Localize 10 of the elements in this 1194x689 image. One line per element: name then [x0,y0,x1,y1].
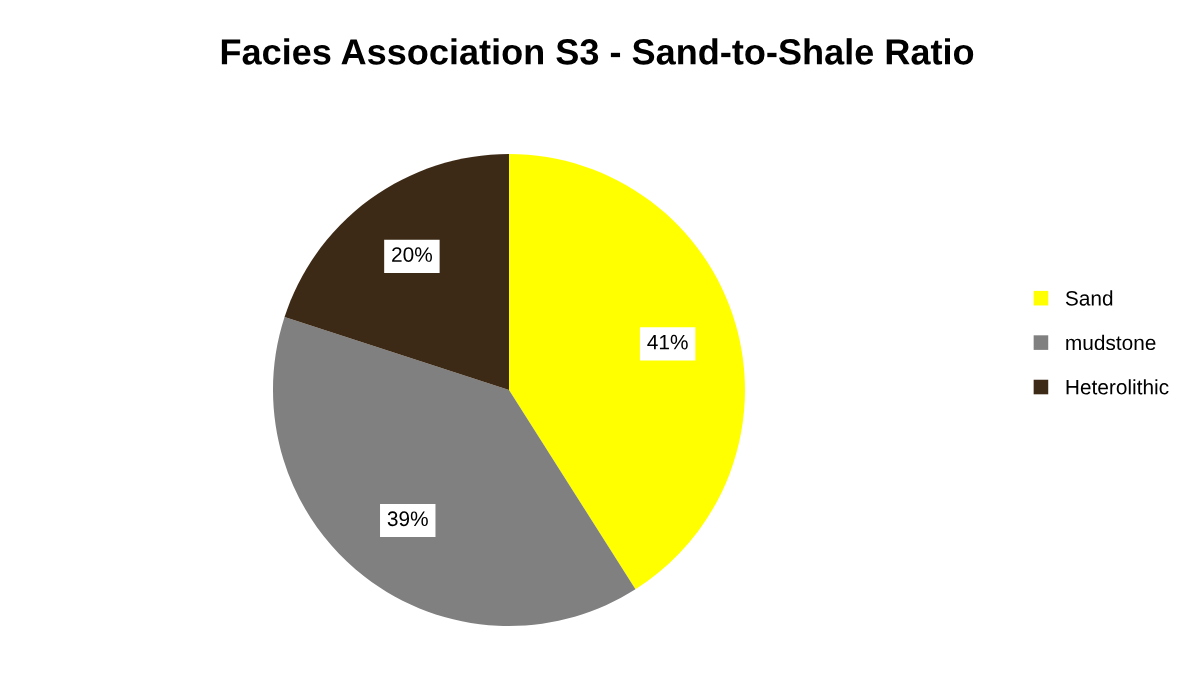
chart-title: Facies Association S3 - Sand-to-Shale Ratio [221,38,974,65]
pie-slice [273,317,636,626]
data-label: 41% [647,334,688,350]
legend-label: Heterolithic [1066,379,1169,395]
legend-label: Sand [1065,290,1113,306]
data-label: 39% [387,511,428,527]
data-label: 20% [392,247,433,262]
pie-slice [284,154,509,390]
pie-slice [509,154,745,590]
legend-label: mudstone [1066,334,1156,351]
